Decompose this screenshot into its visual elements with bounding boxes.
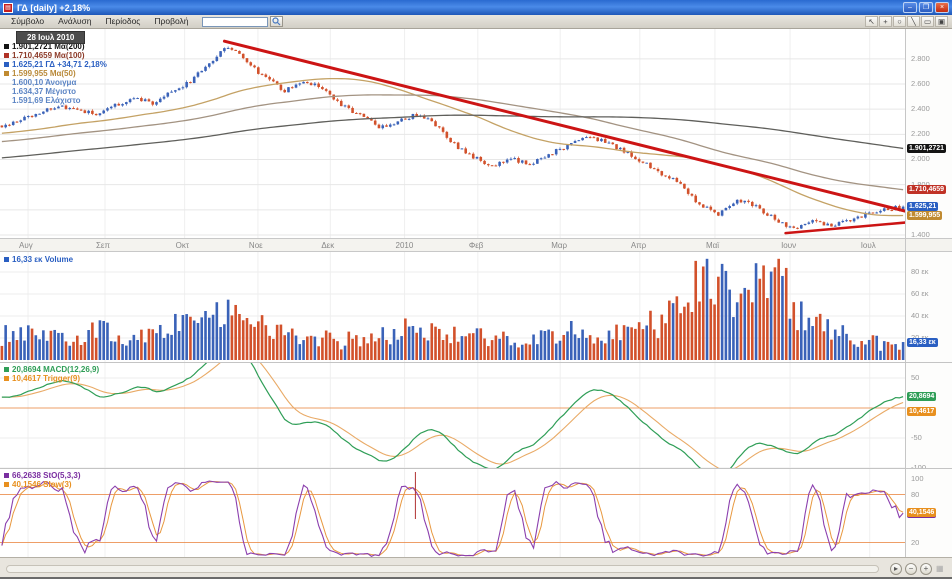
axis-tick: 80 <box>911 489 920 499</box>
month-label: Μαϊ <box>705 241 720 250</box>
app-icon: ▤ <box>3 2 13 13</box>
axis-tick: 20 εκ <box>911 334 929 342</box>
legend-item: 20,8694 MACD(12,26,9) <box>4 365 99 374</box>
rectangle-tool-icon[interactable]: ▭ <box>921 16 934 27</box>
stochastic-axis: 100802066,263840,1546 <box>905 469 952 557</box>
value-tag: 16,33 εκ <box>907 337 938 347</box>
axis-tick: 2.400 <box>911 104 930 114</box>
axis-tick: 20 <box>911 537 920 547</box>
value-tag: 20,8694 <box>907 392 937 402</box>
legend-item: 1.599,955 Μα(50) <box>4 69 107 78</box>
trendline-tool-icon[interactable]: ╲ <box>907 16 920 27</box>
zoom-out-button[interactable]: − <box>905 562 917 575</box>
axis-tick: 2.800 <box>911 53 930 63</box>
bottom-bar: ▸ − + ▦ <box>0 557 952 577</box>
menu-bar: Σύμβολο Ανάλυση Περίοδος Προβολή ↖ + ○ ╲… <box>0 15 952 29</box>
chart-canvas <box>0 469 905 557</box>
legend-item: 10,4617 Trigger(9) <box>4 374 99 383</box>
legend-item: 1.710,4659 Μα(100) <box>4 51 107 60</box>
month-label: Αυγ <box>19 241 33 250</box>
price-panel: 28 Ιουλ 2010 1.901,2721 Μα(200) 1.710,465… <box>0 29 952 238</box>
axis-tick: 50 <box>911 373 920 382</box>
search-icon[interactable] <box>269 16 283 27</box>
close-button[interactable]: × <box>935 2 949 13</box>
axis-tick: 2.600 <box>911 78 930 88</box>
chart-canvas <box>0 252 905 362</box>
legend-item: 1.600,10 Άνοιγμα <box>12 78 77 87</box>
macd-axis: 50 -50 -100 20,8694 10,4617 <box>905 363 952 472</box>
macd-plot[interactable]: 20,8694 MACD(12,26,9) 10,4617 Trigger(9) <box>0 363 905 468</box>
pointer-tool-icon[interactable]: ↖ <box>865 16 878 27</box>
month-label: Σεπ <box>95 241 110 250</box>
value-tag: 40,1546 <box>907 507 937 517</box>
price-axis: 2.8002.6002.4002.2002.0001.8001.6001.400… <box>905 29 952 238</box>
month-label: 2010 <box>395 241 414 250</box>
month-label: Ιουν <box>781 241 797 250</box>
value-tag: 1.901,2721 <box>907 143 947 153</box>
window-title: ΓΔ [daily] +2,18% <box>17 2 91 13</box>
resize-grip-icon: ▦ <box>936 564 944 573</box>
menu-view[interactable]: Προβολή <box>154 16 189 26</box>
menu-period[interactable]: Περίοδος <box>105 16 141 26</box>
time-scrollbar[interactable] <box>6 564 879 573</box>
volume-plot[interactable]: 16,33 εκ Volume <box>0 252 905 362</box>
axis-tick: 40 εκ <box>911 311 929 320</box>
axis-tick: 2.000 <box>911 154 930 164</box>
save-icon[interactable]: ▣ <box>935 16 948 27</box>
cursor-date-tooltip: 28 Ιουλ 2010 <box>16 31 86 44</box>
macd-panel: 20,8694 MACD(12,26,9) 10,4617 Trigger(9) … <box>0 362 952 472</box>
stochastic-plot[interactable]: 66,2638 StO(5,3,3) 40,1546 Slow(3) <box>0 469 905 557</box>
menu-analysis[interactable]: Ανάλυση <box>58 16 92 26</box>
axis-tick: 80 εκ <box>911 267 929 276</box>
scroll-right-button[interactable]: ▸ <box>890 562 902 575</box>
crosshair-tool-icon[interactable]: + <box>879 16 892 27</box>
legend-item: 40,1546 Slow(3) <box>4 480 80 489</box>
axis-tick: -100 <box>911 464 926 472</box>
legend-item: 1.634,37 Μέγιστο <box>12 87 77 96</box>
legend-item: 1.591,69 Ελάχιστο <box>12 96 81 105</box>
axis-tick: 2.200 <box>911 129 930 139</box>
axis-tick: 60 εκ <box>911 289 929 298</box>
chart-canvas <box>0 363 905 468</box>
axis-tick: 1.800 <box>911 179 930 189</box>
value-tag: 1.625,21 <box>907 202 939 212</box>
chart-canvas <box>0 29 905 238</box>
value-tag: 1.599,955 <box>907 210 943 220</box>
stochastic-legend: 66,2638 StO(5,3,3) 40,1546 Slow(3) <box>4 471 80 489</box>
restore-button[interactable]: ❐ <box>919 2 933 13</box>
legend-item: 1.901,2721 Μα(200) <box>4 42 107 51</box>
price-legend: 1.901,2721 Μα(200) 1.710,4659 Μα(100) 1.62… <box>4 42 107 105</box>
macd-legend: 20,8694 MACD(12,26,9) 10,4617 Trigger(9) <box>4 365 99 383</box>
minimize-button[interactable]: – <box>903 2 917 13</box>
axis-tick: -50 <box>911 433 922 442</box>
axis-tick: 100 <box>911 473 924 483</box>
legend-item: 16,33 εκ Volume <box>4 255 73 264</box>
value-tag: 1.710,4659 <box>907 185 947 195</box>
month-label: Μαρ <box>551 241 568 250</box>
month-label: Νοε <box>248 241 263 250</box>
symbol-search-input[interactable] <box>201 16 268 27</box>
month-label: Ιουλ <box>860 241 876 250</box>
month-label: Οκτ <box>175 241 189 250</box>
title-bar: ▤ ΓΔ [daily] +2,18% – ❐ × <box>0 0 952 15</box>
volume-panel: 16,33 εκ Volume 80 εκ 60 εκ 40 εκ 20 εκ16,3… <box>0 252 952 362</box>
axis-tick: 1.400 <box>911 229 930 239</box>
price-plot[interactable]: 28 Ιουλ 2010 1.901,2721 Μα(200) 1.710,465… <box>0 29 905 238</box>
time-axis: Αυγ Σεπ Οκτ Νοε Δεκ 2010 Φεβ Μαρ Απρ Μαϊ Ιουν Ιουλ <box>0 238 952 252</box>
month-label: Φεβ <box>468 241 484 250</box>
volume-legend: 16,33 εκ Volume <box>4 255 73 264</box>
stochastic-panel: 66,2638 StO(5,3,3) 40,1546 Slow(3) 100 80 2… <box>0 468 952 557</box>
ellipse-tool-icon[interactable]: ○ <box>893 16 906 27</box>
legend-item: 1.625,21 ΓΔ +34,71 2,18% <box>4 60 107 69</box>
value-tag: 10,4617 <box>907 406 937 416</box>
month-label: Απρ <box>630 241 647 250</box>
month-label: Δεκ <box>321 241 335 250</box>
menu-symbol[interactable]: Σύμβολο <box>11 16 45 26</box>
legend-item: 66,2638 StO(5,3,3) <box>4 471 80 480</box>
zoom-in-button[interactable]: + <box>920 562 932 575</box>
